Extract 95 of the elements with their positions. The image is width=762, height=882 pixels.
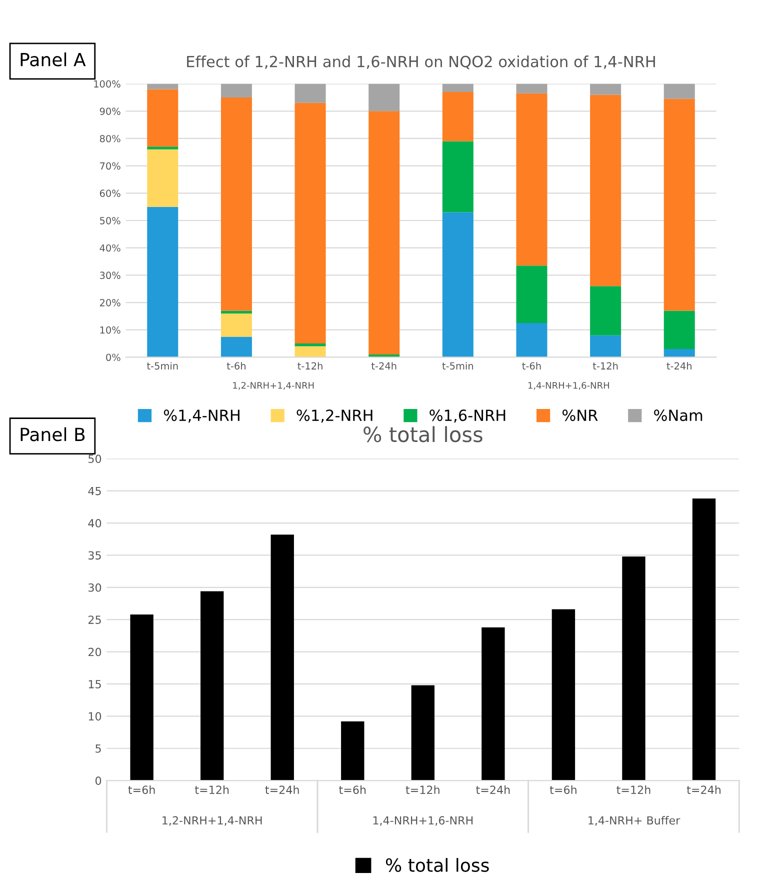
bar <box>147 149 178 207</box>
y-tick-label: 0 <box>95 776 102 785</box>
bar <box>294 346 326 358</box>
y-tick-label: 35 <box>88 551 101 560</box>
x-tick-label: t=12h <box>194 785 229 794</box>
y-tick-label: 40% <box>100 244 120 252</box>
bar <box>664 84 695 99</box>
bar <box>220 97 252 311</box>
bar <box>220 336 252 358</box>
y-tick-label: 45 <box>88 486 101 496</box>
bar <box>590 94 622 286</box>
bar <box>552 609 576 781</box>
bar <box>147 84 178 90</box>
legend-label: % total loss <box>386 858 489 872</box>
text: 1,4-NRH+ Buffer <box>588 816 680 826</box>
bar <box>411 685 435 781</box>
text: 1,4-NRH+1,6-NRH <box>528 382 609 390</box>
x-tick-label: t-5min <box>442 362 474 370</box>
y-tick-label: 10% <box>100 326 120 334</box>
bar <box>220 313 252 337</box>
bar <box>294 102 326 344</box>
bar <box>220 310 252 314</box>
text: Panel B <box>20 427 85 442</box>
y-tick-label: 10 <box>88 712 102 721</box>
legend-label: %1,2-NRH <box>296 410 372 423</box>
legend-label: %NR <box>562 410 598 422</box>
y-tick-label: 20% <box>100 299 120 306</box>
text: Panel A <box>20 52 86 66</box>
x-tick-label: t=24h <box>265 785 299 794</box>
bar <box>442 92 474 142</box>
y-tick-label: 0% <box>106 354 120 362</box>
text: 1,2-NRH+1,4-NRH <box>162 816 262 826</box>
legend-label: %1,4-NRH <box>164 410 240 423</box>
bar <box>147 146 178 150</box>
x-tick-label: t=6h <box>550 785 576 794</box>
bar <box>442 84 474 92</box>
bar <box>622 556 646 781</box>
x-tick-label: t-6h <box>522 362 541 370</box>
x-tick-label: t=24h <box>686 785 720 794</box>
x-tick-label: t-24h <box>666 362 692 370</box>
bar <box>692 498 716 781</box>
y-tick-label: 50% <box>100 216 120 224</box>
bar <box>270 534 294 781</box>
bar <box>482 627 505 781</box>
text: 1,4-NRH+1,6-NRH <box>373 816 473 826</box>
bar <box>294 84 326 103</box>
bar <box>147 206 178 358</box>
x-tick-label: t=6h <box>128 785 155 794</box>
bar <box>220 84 252 98</box>
bar <box>664 98 695 311</box>
bar <box>130 614 154 781</box>
bar <box>590 84 622 95</box>
y-tick-label: 5 <box>96 744 101 753</box>
legend-label: %Nam <box>654 410 702 422</box>
x-tick-label: t-24h <box>371 362 396 370</box>
bar <box>516 266 548 324</box>
chart-title: Effect of 1,2-NRH and 1,6-NRH on NQO2 oxidation of 1,4-NRH <box>187 56 655 70</box>
bar <box>590 286 622 336</box>
bar <box>664 349 695 358</box>
bar <box>516 323 548 358</box>
y-tick-label: 90% <box>100 108 120 115</box>
y-tick-label: 40 <box>88 519 102 528</box>
x-tick-label: t=12h <box>406 785 440 794</box>
x-tick-label: t=6h <box>339 785 366 794</box>
y-tick-label: 20 <box>88 648 102 656</box>
x-tick-label: t=12h <box>616 785 650 794</box>
bar <box>442 212 474 358</box>
y-tick-label: 50 <box>88 454 102 464</box>
y-tick-label: 30% <box>100 272 120 280</box>
bar <box>368 84 400 112</box>
x-tick-label: t-5min <box>146 362 178 370</box>
y-tick-label: 15 <box>88 680 101 688</box>
bar <box>294 344 326 346</box>
text: 1,2-NRH+1,4-NRH <box>233 382 314 390</box>
bar <box>590 335 622 358</box>
x-tick-label: t=24h <box>476 785 510 794</box>
y-tick-label: 25 <box>88 616 101 624</box>
chart-title: % total loss <box>364 426 482 442</box>
x-tick-label: t-6h <box>226 362 246 370</box>
bar <box>664 310 695 350</box>
bar <box>516 93 548 266</box>
y-tick-label: 100% <box>94 80 120 88</box>
x-tick-label: t-12h <box>592 362 618 370</box>
bar <box>147 89 178 147</box>
legend-label: %1,6-NRH <box>430 410 506 423</box>
y-tick-label: 30 <box>88 583 102 592</box>
bar <box>368 111 400 354</box>
bar <box>516 84 548 94</box>
x-tick-label: t-12h <box>298 362 322 370</box>
y-tick-label: 60% <box>100 190 120 197</box>
y-tick-label: 70% <box>100 162 120 170</box>
bar <box>341 721 364 781</box>
y-tick-label: 80% <box>100 134 120 142</box>
bar <box>442 141 474 212</box>
bar <box>200 591 224 781</box>
